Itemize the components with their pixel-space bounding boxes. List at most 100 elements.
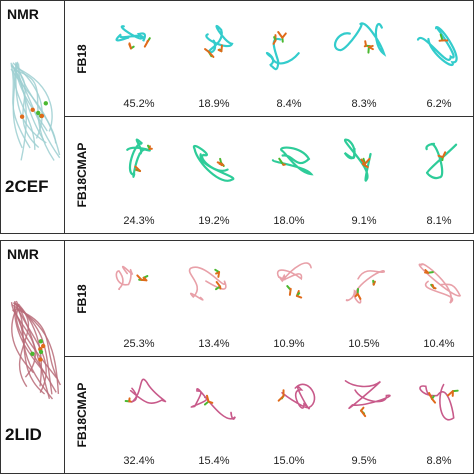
method-label: FB18CMAP: [75, 382, 89, 448]
cluster-cell: 15.4%: [174, 357, 254, 473]
nmr-bundle-2lid: [10, 300, 61, 400]
structure-image: [419, 383, 459, 421]
cluster-percent: 45.2%: [123, 98, 155, 110]
cluster-cell: 9.5%: [324, 357, 404, 473]
method-label: FB18: [75, 43, 89, 74]
bundle-atom: [19, 114, 25, 119]
side-chain: [217, 44, 223, 53]
backbone-trace: [419, 383, 455, 421]
cluster-percent: 32.4%: [123, 455, 155, 467]
cluster-cell: 15.0%: [249, 357, 329, 473]
side-chain: [214, 268, 221, 278]
backbone-trace: [265, 38, 300, 71]
nmr-column-2cef: NMR 2CEF: [1, 1, 65, 233]
structure-image: [418, 263, 462, 304]
side-chain: [277, 31, 287, 43]
side-chain: [134, 165, 142, 173]
row-fb18cmap: FB18CMAP 32.4% 15.4% 15.0% 9.5% 8.8%: [65, 357, 473, 473]
backbone-trace: [345, 270, 385, 304]
cluster-cell: 8.8%: [399, 357, 474, 473]
backbone-trace: [190, 388, 236, 420]
cluster-percent: 15.4%: [198, 455, 230, 467]
cluster-cell: 19.2%: [174, 117, 254, 233]
backbone-trace: [115, 265, 134, 291]
row-fb18: FB18 25.3% 13.4% 10.9% 10.5% 10.4%: [65, 241, 473, 357]
side-chain: [143, 37, 151, 48]
cluster-percent: 9.5%: [351, 455, 377, 467]
row-fb18cmap: FB18CMAP 24.3% 19.2% 18.0% 9.1% 8.1%: [65, 117, 473, 233]
structure-image: [334, 22, 387, 57]
cluster-cell: 18.0%: [249, 117, 329, 233]
cluster-percent: 6.2%: [426, 98, 452, 110]
side-chain: [437, 151, 447, 162]
structure-image: [416, 26, 458, 66]
side-chain: [286, 285, 292, 296]
structure-image: [265, 31, 300, 71]
backbone-trace: [334, 22, 387, 57]
cluster-percent: 15.0%: [273, 455, 305, 467]
backbone-trace: [344, 380, 391, 409]
structure-image: [204, 25, 234, 58]
cluster-cells: 45.2% 18.9% 8.4% 8.3% 6.2%: [95, 1, 473, 116]
structure-image: [276, 262, 312, 299]
side-chain: [361, 163, 369, 169]
pdb-id-label: 2LID: [5, 425, 42, 444]
cluster-percent: 25.3%: [123, 338, 155, 350]
backbone-trace: [425, 142, 458, 180]
cluster-cell: 9.1%: [324, 117, 404, 233]
cluster-cells: 32.4% 15.4% 15.0% 9.5% 8.8%: [95, 357, 473, 473]
cluster-cells: 24.3% 19.2% 18.0% 9.1% 8.1%: [95, 117, 473, 233]
bundle-trace: [16, 63, 45, 141]
backbone-trace: [188, 266, 227, 301]
nmr-column-2lid: NMR 2LID: [1, 241, 65, 473]
side-chain: [216, 157, 223, 167]
side-chain: [424, 269, 434, 274]
backbone-trace: [129, 378, 167, 404]
cluster-cell: 24.3%: [99, 117, 179, 233]
bundle-trace: [16, 307, 54, 400]
cluster-percent: 18.9%: [198, 98, 230, 110]
structure-image: [190, 388, 236, 420]
side-chain: [142, 275, 149, 282]
backbone-trace: [126, 138, 151, 178]
side-chain: [278, 157, 286, 166]
panel-2cef: NMR 2CEF FB18 45.2% 18.9% 8.4% 8.3% 6.2%…: [0, 0, 474, 234]
cluster-percent: 10.4%: [423, 338, 455, 350]
cluster-cell: 45.2%: [99, 1, 179, 116]
bundle-trace: [12, 302, 30, 388]
cluster-cell: 8.4%: [249, 1, 329, 116]
side-chain: [447, 389, 459, 397]
bundle-atom: [36, 110, 41, 116]
side-chain: [372, 279, 376, 286]
cluster-cell: 10.4%: [399, 241, 474, 356]
cluster-percent: 8.4%: [276, 98, 302, 110]
side-chain: [360, 406, 367, 418]
backbone-trace: [271, 146, 314, 176]
cluster-percent: 8.1%: [426, 215, 452, 227]
side-chain: [128, 42, 135, 50]
backbone-trace: [281, 383, 316, 410]
cluster-percent: 13.4%: [198, 338, 230, 350]
cluster-cell: 10.9%: [249, 241, 329, 356]
cluster-percent: 18.0%: [273, 215, 305, 227]
bundle-atom: [30, 351, 35, 356]
bundle-atom: [30, 107, 35, 113]
side-chain: [204, 48, 215, 58]
bundle-atom: [41, 343, 46, 349]
bundle-trace: [16, 308, 61, 386]
nmr-bundle-2cef: [10, 61, 61, 161]
nmr-title: NMR: [7, 246, 39, 262]
bundle-atom: [39, 113, 45, 119]
row-fb18: FB18 45.2% 18.9% 8.4% 8.3% 6.2%: [65, 1, 473, 117]
backbone-trace: [205, 25, 234, 54]
cluster-cell: 6.2%: [399, 1, 474, 116]
structure-image: [124, 378, 167, 404]
side-chain: [360, 157, 371, 165]
bundle-atom: [38, 339, 43, 344]
side-chain: [430, 283, 437, 290]
cluster-cell: 25.3%: [99, 241, 179, 356]
cluster-cell: 13.4%: [174, 241, 254, 356]
side-chain: [354, 287, 362, 300]
backbone-trace: [192, 144, 235, 182]
structure-image: [343, 138, 372, 182]
